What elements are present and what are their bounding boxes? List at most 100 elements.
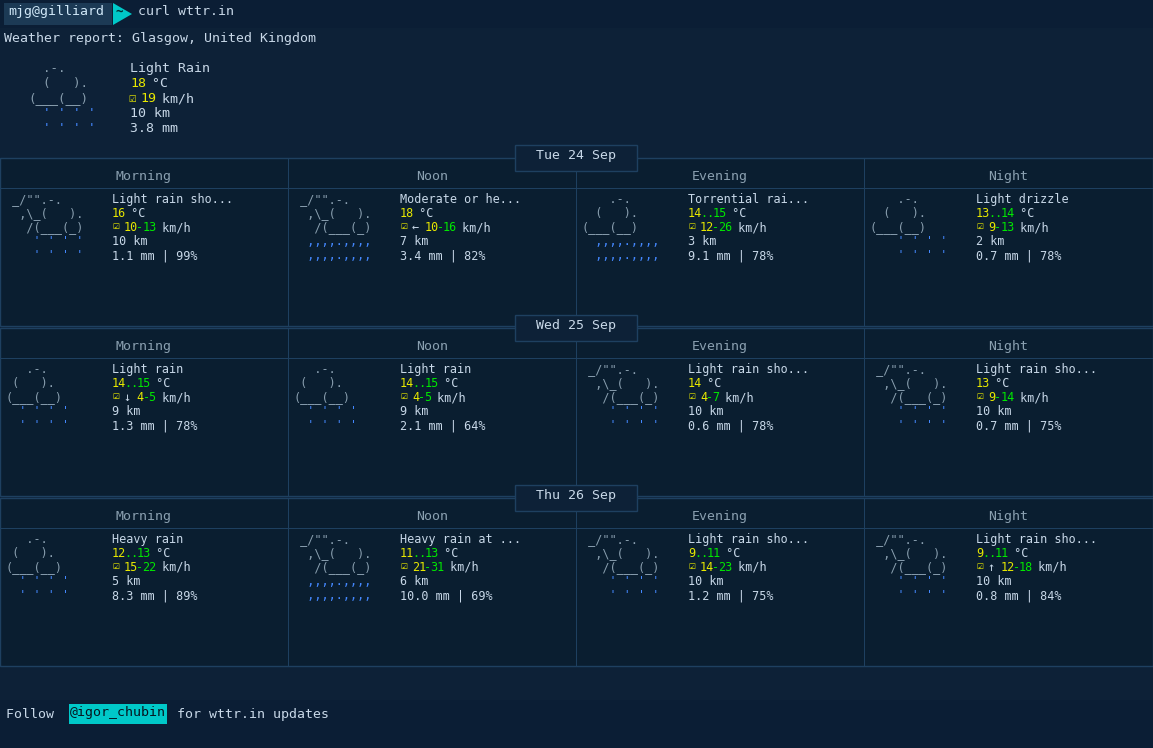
Text: /(___(_): /(___(_) <box>293 561 371 574</box>
Text: ..: .. <box>982 547 996 560</box>
Text: Light rain: Light rain <box>112 363 183 376</box>
Bar <box>0 158 1153 326</box>
Text: km/h: km/h <box>155 221 190 234</box>
Text: ' ' ' ': ' ' ' ' <box>581 405 660 418</box>
Text: ,\_(   ).: ,\_( ). <box>581 377 660 390</box>
Text: /(___(_): /(___(_) <box>869 391 948 404</box>
Text: 2 km: 2 km <box>975 235 1004 248</box>
Text: ,,,,.,,,,: ,,,,.,,,, <box>293 575 371 588</box>
Text: ,\_(   ).: ,\_( ). <box>869 377 948 390</box>
Text: /(___(_): /(___(_) <box>293 221 371 234</box>
Text: -: - <box>437 221 444 234</box>
Text: °C: °C <box>437 377 458 390</box>
Text: (   ).: ( ). <box>293 377 342 390</box>
Text: 11: 11 <box>400 547 414 560</box>
Bar <box>515 315 636 341</box>
Text: ☑: ☑ <box>112 221 119 231</box>
Text: °C: °C <box>1007 547 1028 560</box>
Text: ☑: ☑ <box>112 561 119 571</box>
Text: 10 km: 10 km <box>130 107 169 120</box>
Text: ' ' ' ': ' ' ' ' <box>869 419 948 432</box>
Text: (___(__): (___(__) <box>28 92 88 105</box>
Text: 2.1 mm | 64%: 2.1 mm | 64% <box>400 419 485 432</box>
Text: Weather report: Glasgow, United Kingdom: Weather report: Glasgow, United Kingdom <box>3 32 316 45</box>
Text: °C: °C <box>725 207 746 220</box>
Text: Evening: Evening <box>692 340 748 353</box>
Text: ' ' ' ': ' ' ' ' <box>5 249 83 262</box>
Text: 26: 26 <box>718 221 732 234</box>
Text: 0.8 mm | 84%: 0.8 mm | 84% <box>975 589 1062 602</box>
Text: ' ' ' ': ' ' ' ' <box>28 107 96 120</box>
Text: 6 km: 6 km <box>400 575 429 588</box>
Text: 10 km: 10 km <box>688 575 724 588</box>
Text: 10 km: 10 km <box>688 405 724 418</box>
Text: 5: 5 <box>149 391 156 404</box>
Text: -: - <box>994 391 1001 404</box>
Bar <box>0 188 1153 189</box>
Text: ☑: ☑ <box>112 391 119 401</box>
Text: _/"".-.: _/"".-. <box>5 193 62 206</box>
Text: °C: °C <box>718 547 740 560</box>
Text: °C: °C <box>149 377 171 390</box>
Text: ,,,,.,,,,: ,,,,.,,,, <box>293 249 371 262</box>
Text: ..: .. <box>413 377 427 390</box>
Text: -: - <box>1012 561 1020 574</box>
Text: km/h: km/h <box>155 92 195 105</box>
Text: 15: 15 <box>713 207 726 220</box>
Text: (___(__): (___(__) <box>293 391 351 404</box>
Text: ,\_(   ).: ,\_( ). <box>581 547 660 560</box>
Text: Morning: Morning <box>116 170 172 183</box>
Text: ' ' ' ': ' ' ' ' <box>869 589 948 602</box>
Text: 16: 16 <box>112 207 126 220</box>
Text: 31: 31 <box>430 561 445 574</box>
Text: Tue 24 Sep: Tue 24 Sep <box>536 149 616 162</box>
Text: 13: 13 <box>975 207 990 220</box>
Text: 10: 10 <box>424 221 438 234</box>
Text: 4: 4 <box>136 391 143 404</box>
Text: ' ' ' ': ' ' ' ' <box>581 589 660 602</box>
Text: 9: 9 <box>988 391 995 404</box>
Text: /(___(_): /(___(_) <box>869 561 948 574</box>
Text: ,,,,.,,,,: ,,,,.,,,, <box>293 235 371 248</box>
Text: 18: 18 <box>400 207 414 220</box>
Text: °C: °C <box>125 207 145 220</box>
Text: ,,,,.,,,,: ,,,,.,,,, <box>293 589 371 602</box>
Text: .-.: .-. <box>5 363 47 376</box>
Text: -: - <box>424 561 431 574</box>
Text: _/"".-.: _/"".-. <box>869 533 926 546</box>
Text: ..: .. <box>700 207 715 220</box>
Text: (   ).: ( ). <box>581 207 638 220</box>
Text: 3 km: 3 km <box>688 235 716 248</box>
Text: ' ' ' ': ' ' ' ' <box>5 589 69 602</box>
Text: Light rain sho...: Light rain sho... <box>112 193 233 206</box>
Text: Light rain sho...: Light rain sho... <box>975 533 1098 546</box>
Text: ,,,,.,,,,: ,,,,.,,,, <box>581 249 660 262</box>
Text: km/h: km/h <box>443 561 478 574</box>
Text: 7 km: 7 km <box>400 235 429 248</box>
Text: 9: 9 <box>688 547 695 560</box>
Text: Wed 25 Sep: Wed 25 Sep <box>536 319 616 332</box>
Text: 13: 13 <box>424 547 438 560</box>
Text: Heavy rain: Heavy rain <box>112 533 183 546</box>
Text: ..: .. <box>694 547 708 560</box>
Bar <box>3 3 112 25</box>
Text: for wttr.in updates: for wttr.in updates <box>168 708 329 721</box>
Text: 19: 19 <box>140 92 156 105</box>
Text: 4: 4 <box>700 391 707 404</box>
Text: ↓: ↓ <box>125 391 138 404</box>
Text: 14: 14 <box>400 377 414 390</box>
Text: 1.2 mm | 75%: 1.2 mm | 75% <box>688 589 774 602</box>
Text: ' ' ' ': ' ' ' ' <box>28 122 96 135</box>
Text: _/"".-.: _/"".-. <box>869 363 926 376</box>
Text: ,\_(   ).: ,\_( ). <box>869 547 948 560</box>
Text: 16: 16 <box>443 221 457 234</box>
Text: .-.: .-. <box>581 193 631 206</box>
Text: Light rain: Light rain <box>400 363 472 376</box>
Text: °C: °C <box>437 547 458 560</box>
Text: 12: 12 <box>112 547 126 560</box>
Text: 11: 11 <box>706 547 721 560</box>
Text: -: - <box>706 391 714 404</box>
Text: 15: 15 <box>136 377 151 390</box>
Text: 21: 21 <box>412 561 427 574</box>
Text: _/"".-.: _/"".-. <box>293 533 351 546</box>
